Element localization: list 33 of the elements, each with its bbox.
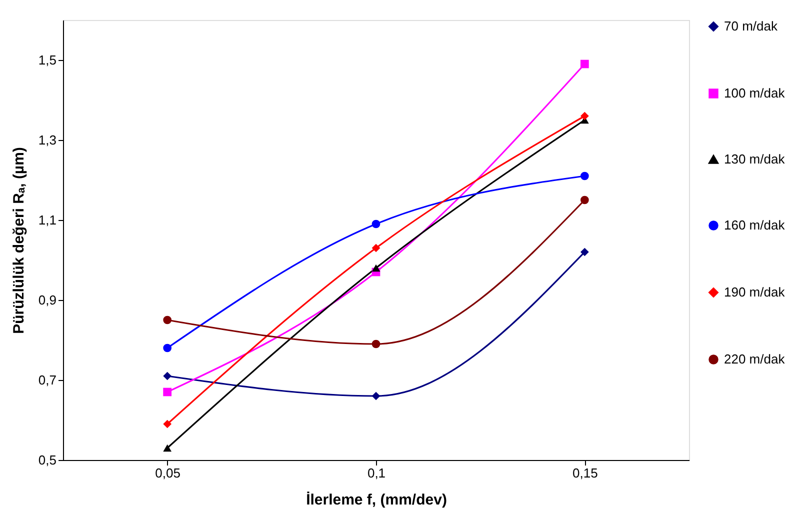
point [372,264,380,272]
point [580,172,589,180]
y-tick-label: 1,3 [38,132,56,148]
point [372,392,380,400]
y-tick-label: 0,9 [38,292,56,308]
point [163,372,172,380]
y-tick-label: 0,5 [38,452,56,468]
legend-label: 100 m/dak [724,86,786,100]
point [372,244,380,252]
point [580,60,589,68]
point [580,112,589,120]
y-axis-title: Pürüzlülük değeri Rₐ, (µm) [10,147,28,334]
y-tick-label: 1,5 [38,52,56,68]
x-tick-label: 0,15 [572,466,598,480]
point [580,248,589,256]
point [163,344,172,352]
legend-label: 130 m/dak [724,152,786,166]
x-tick-label: 0,05 [155,466,180,480]
point [163,388,172,396]
x-axis-title: İlerleme f, (mm/dev) [306,492,447,508]
point [372,340,380,348]
point [580,196,589,204]
point [163,316,172,324]
point [163,420,172,428]
legend-label: 190 m/dak [724,284,786,300]
legend-label: 160 m/dak [724,218,786,232]
point [163,444,172,452]
point [372,220,380,228]
legend-label: 220 m/dak [724,352,786,366]
x-tick-label: 0,1 [367,466,386,480]
legend-label: 70 m/dak [724,18,778,34]
y-tick-label: 1,1 [38,212,56,228]
y-tick-label: 0,7 [38,372,56,388]
